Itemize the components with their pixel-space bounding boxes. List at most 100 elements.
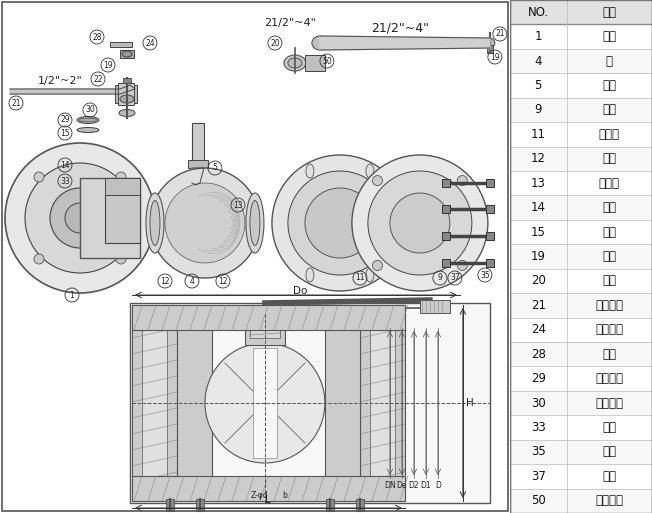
Text: D2: D2 (409, 481, 419, 489)
Text: 锁片: 锁片 (602, 348, 616, 361)
Text: 小薄片: 小薄片 (599, 176, 620, 190)
Polygon shape (192, 168, 204, 185)
Bar (510, 244, 652, 269)
Text: 铁圈: 铁圈 (602, 226, 616, 239)
Bar (132, 305, 405, 330)
Bar (510, 293, 652, 318)
Bar (442, 259, 450, 267)
Text: 5: 5 (535, 79, 542, 92)
Text: 20: 20 (270, 38, 280, 48)
Polygon shape (320, 36, 490, 50)
Ellipse shape (146, 193, 164, 253)
Circle shape (457, 261, 467, 270)
Text: 扬杆接头: 扬杆接头 (595, 495, 623, 507)
Text: 21/2"~4": 21/2"~4" (371, 22, 429, 34)
Bar (326, 499, 334, 511)
Bar (510, 220, 652, 244)
Ellipse shape (306, 268, 314, 282)
Bar (510, 488, 652, 513)
Bar (130, 303, 490, 503)
Text: 1: 1 (535, 30, 542, 43)
Circle shape (150, 168, 260, 278)
Bar (510, 147, 652, 171)
Bar (486, 259, 494, 267)
Text: 把手螺帽: 把手螺帽 (595, 323, 623, 337)
Text: 19: 19 (490, 52, 499, 62)
Text: 大薄片: 大薄片 (599, 128, 620, 141)
Ellipse shape (188, 201, 208, 206)
Bar (370, 318, 395, 488)
Bar (510, 440, 652, 464)
Text: 1/2"~2": 1/2"~2" (38, 76, 82, 86)
Circle shape (288, 171, 392, 275)
Bar (132, 305, 177, 501)
Text: b: b (282, 490, 288, 500)
Bar (142, 318, 167, 488)
Text: 33: 33 (531, 421, 546, 434)
Text: H: H (466, 398, 474, 408)
Text: 11: 11 (531, 128, 546, 141)
Text: 35: 35 (480, 270, 490, 280)
Text: 13: 13 (531, 176, 546, 190)
Bar (115, 85, 137, 103)
Bar (510, 342, 652, 366)
Polygon shape (10, 85, 135, 94)
Text: 15: 15 (531, 226, 546, 239)
Text: 中口: 中口 (602, 201, 616, 214)
Ellipse shape (250, 201, 260, 246)
Text: 15: 15 (60, 128, 70, 137)
Circle shape (372, 261, 383, 270)
Bar (166, 499, 174, 511)
Bar (510, 269, 652, 293)
Bar (253, 348, 277, 458)
Text: 50: 50 (531, 495, 546, 507)
Circle shape (165, 183, 245, 263)
Text: 盘型华司: 盘型华司 (595, 372, 623, 385)
Text: 4: 4 (535, 54, 542, 68)
Bar (442, 179, 450, 187)
Ellipse shape (119, 109, 135, 116)
Bar (487, 45, 493, 53)
Ellipse shape (77, 116, 99, 124)
Bar (420, 300, 450, 313)
Text: 24: 24 (531, 323, 546, 337)
Ellipse shape (366, 268, 374, 282)
Text: 球庞: 球庞 (602, 152, 616, 165)
Ellipse shape (150, 201, 160, 246)
Text: 28: 28 (531, 348, 546, 361)
Ellipse shape (77, 157, 99, 163)
Bar (510, 25, 652, 49)
Text: 13: 13 (233, 201, 243, 209)
Circle shape (5, 143, 155, 293)
Ellipse shape (77, 128, 99, 132)
Bar (105, 193, 140, 243)
Bar (132, 476, 405, 501)
Text: 测盖: 测盖 (602, 104, 616, 116)
Circle shape (205, 343, 325, 463)
Text: 14: 14 (531, 201, 546, 214)
Ellipse shape (485, 38, 495, 48)
Text: 29: 29 (531, 372, 546, 385)
Ellipse shape (120, 95, 134, 103)
Text: 21/2"~4": 21/2"~4" (264, 18, 316, 28)
Ellipse shape (122, 51, 132, 57)
Bar (486, 205, 494, 213)
Bar (510, 366, 652, 391)
Bar (110, 42, 132, 47)
Ellipse shape (366, 164, 374, 178)
Text: 挡柱: 挡柱 (602, 421, 616, 434)
Text: 24: 24 (145, 38, 155, 48)
Text: 螺帽: 螺帽 (602, 470, 616, 483)
Bar (188, 160, 208, 168)
Text: 5: 5 (213, 164, 217, 172)
Ellipse shape (79, 118, 97, 122)
Circle shape (25, 163, 135, 273)
Bar (510, 391, 652, 416)
Bar (116, 175, 124, 180)
Bar (250, 313, 280, 338)
Bar (510, 0, 652, 25)
Bar (510, 49, 652, 73)
Ellipse shape (306, 164, 314, 178)
Text: 30: 30 (85, 106, 95, 114)
Bar (356, 499, 364, 511)
